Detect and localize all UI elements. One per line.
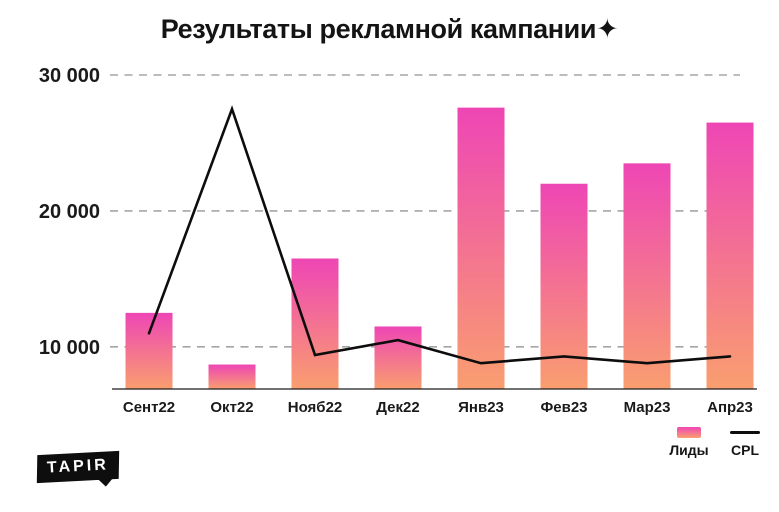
leads-bar [706,122,754,390]
legend-label-leads: Лиды [669,442,709,458]
cpl-line [147,105,732,365]
cpl-line-swatch-icon [730,431,760,434]
leads-bar [457,107,505,389]
tapir-logo-tail-icon [98,478,113,487]
y-tick-label: 20 000 [39,201,100,223]
y-tick-label: 30 000 [39,65,100,87]
campaign-chart: 10 000 20 000 30 000 Сент22 Окт22 Нояб22 Дек22… [39,65,757,416]
x-tick-label: Фев23 [540,399,587,416]
x-tick-label: Янв23 [458,399,504,416]
leads-bar [291,258,339,389]
leads-bar [374,326,422,389]
x-tick-label: Сент22 [123,399,175,416]
x-tick-label: Окт22 [210,399,253,416]
legend-item-cpl: CPL [722,427,768,458]
leads-bar [208,364,256,389]
chart-legend: Лиды CPL [666,427,768,458]
chart-title: Результаты рекламной кампании✦ [160,14,619,44]
leads-gradient-swatch-icon [677,427,701,438]
tapir-logo: TAPIR [36,450,120,483]
x-tick-label: Нояб22 [288,399,343,416]
leads-bar [623,163,671,389]
legend-item-leads: Лиды [666,427,712,458]
leads-bar [125,312,173,389]
x-tick-label: Мар23 [624,399,671,416]
y-tick-label: 10 000 [39,337,100,359]
x-tick-label: Апр23 [707,399,753,416]
x-tick-label: Дек22 [376,399,419,416]
leads-bar [540,183,588,389]
legend-label-cpl: CPL [731,442,759,458]
tapir-logo-text: TAPIR [46,456,110,477]
